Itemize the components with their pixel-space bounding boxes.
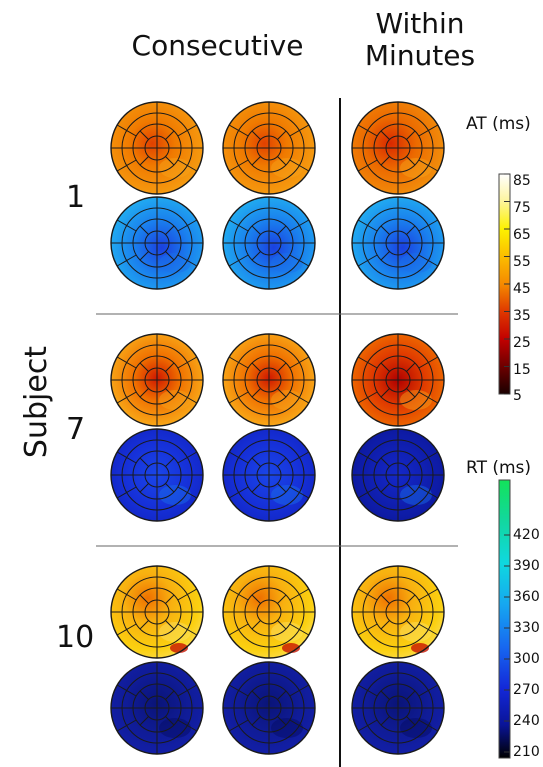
header-within-line1: Within xyxy=(375,7,465,40)
rt-colorbar-title: RT (ms) xyxy=(466,458,532,478)
bullseye-map xyxy=(351,661,445,755)
at-tick: 45 xyxy=(513,281,531,297)
bullseye-map xyxy=(110,333,204,427)
rt-tick: 360 xyxy=(513,589,540,605)
header-within-minutes: Within Minutes xyxy=(355,8,485,72)
bullseye-map xyxy=(110,661,204,755)
at-tick: 15 xyxy=(513,362,531,378)
at-tick: 35 xyxy=(513,308,531,324)
bullseye-map xyxy=(351,196,445,290)
at-tick: 85 xyxy=(513,173,531,189)
bullseye-map xyxy=(351,333,445,427)
bullseye-map xyxy=(351,101,445,195)
bullseye-map xyxy=(110,196,204,290)
bullseye-map xyxy=(351,565,445,659)
bullseye-map xyxy=(110,101,204,195)
header-within-line2: Minutes xyxy=(364,39,476,72)
subject-number-10: 10 xyxy=(56,620,95,655)
rt-tick: 270 xyxy=(513,682,540,698)
at-tick: 75 xyxy=(513,200,531,216)
bullseye-map xyxy=(110,428,204,522)
rt-tick: 330 xyxy=(513,620,540,636)
at-colorbar-title: AT (ms) xyxy=(466,114,531,134)
bullseye-map xyxy=(222,565,316,659)
subject-number-1: 1 xyxy=(66,180,86,215)
bullseye-map xyxy=(110,565,204,659)
at-tick: 25 xyxy=(513,335,531,351)
subject-number-7: 7 xyxy=(66,412,86,447)
header-consecutive: Consecutive xyxy=(131,29,304,62)
rt-colorbar xyxy=(498,479,511,759)
rt-tick: 210 xyxy=(513,744,540,760)
bullseye-map xyxy=(222,196,316,290)
rt-tick: 240 xyxy=(513,713,540,729)
bullseye-map xyxy=(222,428,316,522)
rt-tick: 390 xyxy=(513,558,540,574)
at-tick: 55 xyxy=(513,254,531,270)
at-tick: 65 xyxy=(513,227,531,243)
bullseye-map xyxy=(222,661,316,755)
bullseye-map xyxy=(351,428,445,522)
bullseye-map xyxy=(222,101,316,195)
at-tick: 5 xyxy=(513,388,522,404)
rt-tick: 420 xyxy=(513,527,540,543)
rt-tick: 300 xyxy=(513,651,540,667)
bullseye-map xyxy=(222,333,316,427)
